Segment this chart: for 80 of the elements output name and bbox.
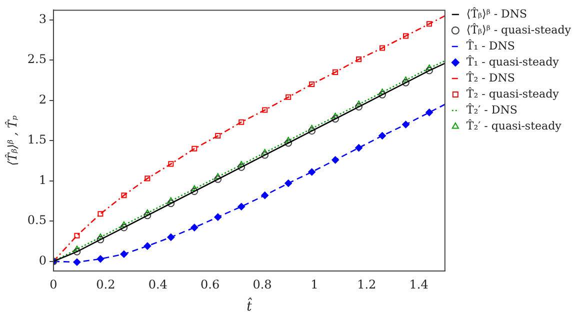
x-tick-label: 0.6 xyxy=(200,277,220,292)
point xyxy=(96,255,104,263)
point xyxy=(308,168,316,176)
point xyxy=(215,133,221,139)
point xyxy=(402,76,410,82)
point xyxy=(98,211,104,217)
x-tick-label: 1.4 xyxy=(409,277,429,292)
point xyxy=(214,176,222,183)
x-tick-label: 0 xyxy=(50,277,58,292)
y-tick-label: 2 xyxy=(38,92,46,106)
point xyxy=(74,246,80,252)
point xyxy=(74,232,80,238)
point xyxy=(332,115,340,123)
x-tick-label: 1.2 xyxy=(357,277,376,292)
legend-label: T̂₁ - quasi-steady xyxy=(466,54,560,68)
x-tick-label: 0.8 xyxy=(252,277,272,292)
x-tick-label: 0.2 xyxy=(96,277,116,292)
legend-label: T̂₂ - DNS xyxy=(466,70,515,84)
point xyxy=(308,127,316,135)
point xyxy=(144,176,150,182)
point xyxy=(190,188,198,196)
legend-label: T̂₂′ - DNS xyxy=(466,102,518,116)
point xyxy=(168,161,174,167)
y-tick-label: 3 xyxy=(38,12,46,26)
point xyxy=(402,120,410,128)
point xyxy=(214,173,222,179)
point xyxy=(403,33,409,39)
y-tick-label: 0.5 xyxy=(27,213,46,228)
legend-label: T̂₁ - DNS xyxy=(466,38,515,52)
point xyxy=(356,56,362,62)
point xyxy=(355,144,362,152)
point xyxy=(332,112,339,119)
point xyxy=(144,212,152,220)
y-axis-title: ⟨T̂ᵦ⟩ᵝ , T̂ₚ xyxy=(5,115,20,166)
y-tick-label: 0 xyxy=(38,253,46,268)
point xyxy=(309,81,315,88)
point xyxy=(356,100,362,106)
point xyxy=(121,192,127,198)
point xyxy=(238,163,246,171)
y-tick-label: 2.5 xyxy=(27,52,46,66)
point xyxy=(97,233,104,240)
point xyxy=(191,185,198,191)
point xyxy=(426,21,432,27)
point xyxy=(378,91,386,98)
point xyxy=(426,108,433,116)
point xyxy=(332,69,338,75)
point xyxy=(73,248,81,256)
point xyxy=(261,151,269,159)
point xyxy=(120,221,128,228)
point xyxy=(238,202,246,210)
legend-label: T̂₂′ - quasi-steady xyxy=(466,118,562,132)
legend-label: ⟨T̂ᵦ⟩ᵝ - DNS xyxy=(466,6,528,20)
point xyxy=(167,233,175,241)
point xyxy=(238,161,245,167)
point xyxy=(286,94,292,100)
legend-label: ⟨T̂ᵦ⟩ᵝ - quasi-steady xyxy=(466,22,572,36)
point xyxy=(380,45,386,51)
point xyxy=(426,66,433,74)
point xyxy=(192,146,198,152)
point xyxy=(355,103,362,110)
y-tick-label: 1.5 xyxy=(27,132,46,147)
point xyxy=(190,224,198,232)
x-tick-label: 0.4 xyxy=(148,277,168,292)
point xyxy=(426,64,433,70)
point xyxy=(144,209,151,216)
point xyxy=(120,224,128,232)
x-tick-label: 1 xyxy=(310,277,318,292)
point xyxy=(262,148,268,155)
point xyxy=(96,236,104,244)
y-tick-label: 1 xyxy=(38,172,46,187)
point xyxy=(284,139,292,147)
point xyxy=(379,88,386,94)
point xyxy=(308,124,316,131)
point xyxy=(167,200,175,208)
legend-label: T̂₂ - quasi-steady xyxy=(466,86,560,100)
x-axis-title: t̂ xyxy=(246,296,253,315)
point xyxy=(402,78,410,86)
point xyxy=(238,119,244,125)
point xyxy=(262,107,268,113)
point xyxy=(285,136,292,143)
